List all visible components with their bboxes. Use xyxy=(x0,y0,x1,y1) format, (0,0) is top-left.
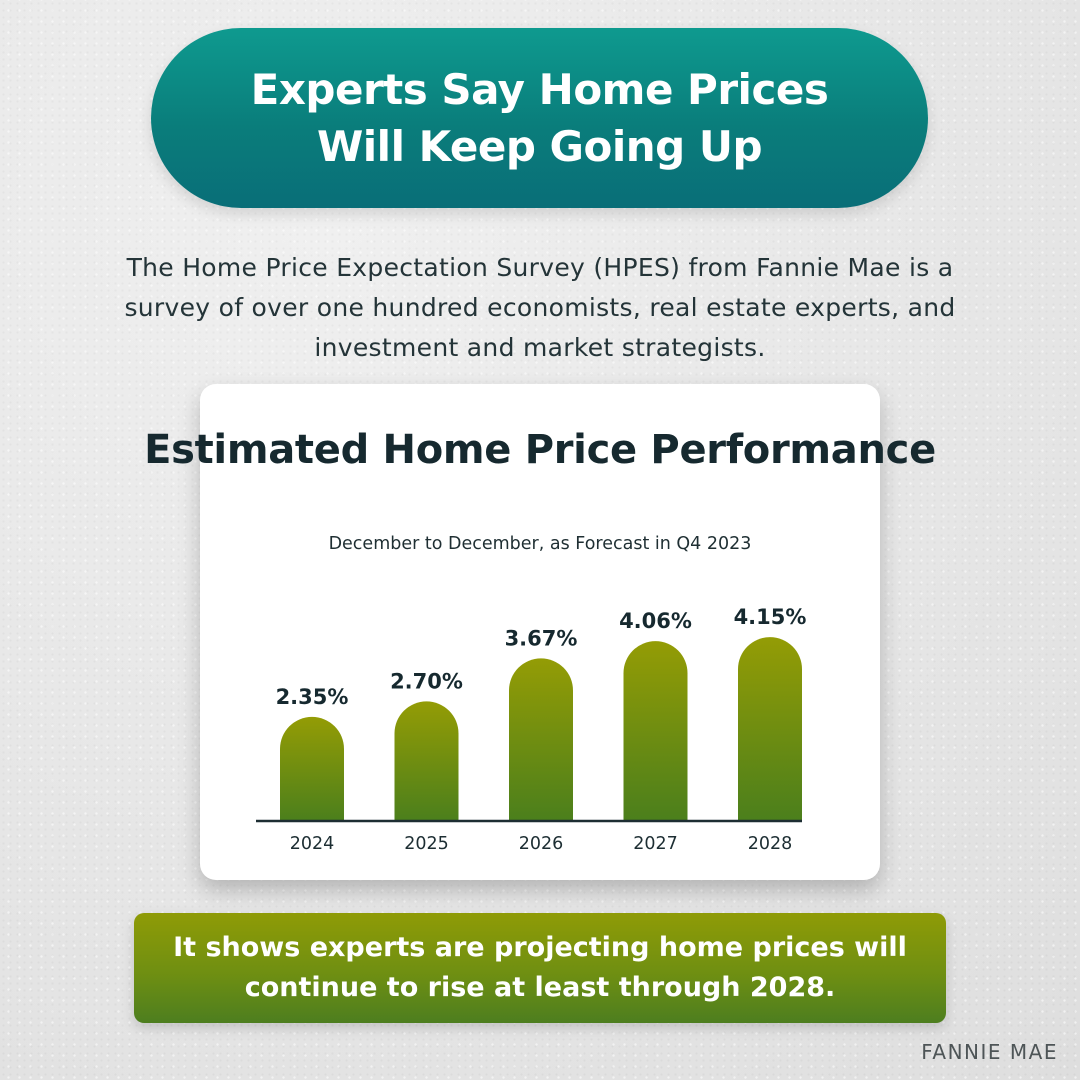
x-tick-label-2026: 2026 xyxy=(519,834,564,854)
bar-2025 xyxy=(394,701,459,821)
bar-2027 xyxy=(623,641,688,821)
x-tick-label-2024: 2024 xyxy=(290,834,335,854)
title-banner: Experts Say Home Prices Will Keep Going … xyxy=(151,28,928,208)
tick-labels-group: 2024 2025 2026 2027 2028 xyxy=(290,834,793,854)
bar-2026 xyxy=(509,658,573,821)
conclusion-text: It shows experts are projecting home pri… xyxy=(173,932,907,1003)
intro-paragraph: The Home Price Expectation Survey (HPES)… xyxy=(124,253,956,362)
value-label-2024: 2.35% xyxy=(276,685,349,709)
x-tick-label-2028: 2028 xyxy=(748,834,793,854)
value-label-2027: 4.06% xyxy=(619,609,692,633)
bar-2024 xyxy=(280,716,344,821)
value-label-2025: 2.70% xyxy=(390,669,463,693)
value-labels-group: 2.35% 2.70% 3.67% 4.06% 4.15% xyxy=(276,605,807,709)
conclusion-banner: It shows experts are projecting home pri… xyxy=(134,913,946,1023)
chart-title: Estimated Home Price Performance xyxy=(144,427,936,473)
page-title: Experts Say Home Prices Will Keep Going … xyxy=(250,65,829,171)
bars-group xyxy=(280,637,802,821)
value-label-2026: 3.67% xyxy=(505,626,578,650)
bar-2028 xyxy=(738,637,802,821)
value-label-2028: 4.15% xyxy=(734,605,807,629)
source-label: FANNIE MAE xyxy=(921,1040,1058,1064)
x-tick-label-2027: 2027 xyxy=(633,834,678,854)
x-tick-label-2025: 2025 xyxy=(404,834,449,854)
chart-subtitle: December to December, as Forecast in Q4 … xyxy=(328,534,752,554)
